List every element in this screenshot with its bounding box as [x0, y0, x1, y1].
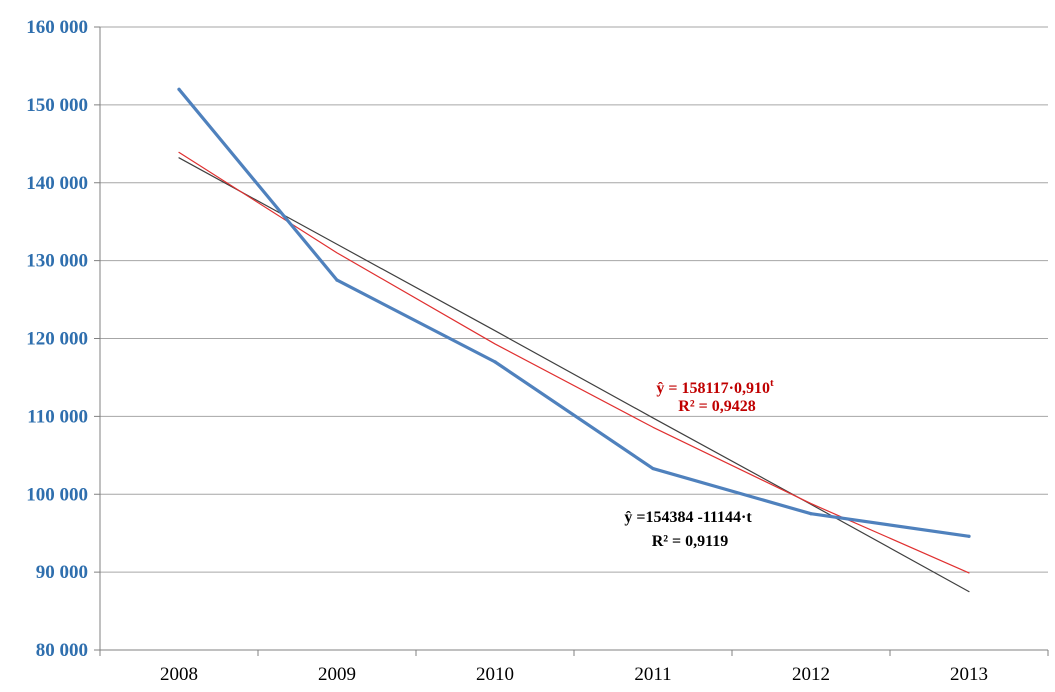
- y-tick-label: 150 000: [26, 95, 88, 116]
- y-tick-label: 80 000: [36, 640, 88, 661]
- exponential-trend-annotation: ŷ = 158117·0,910t R² = 0,9428: [656, 373, 777, 415]
- data-point: [967, 534, 971, 538]
- y-tick-label: 110 000: [27, 406, 88, 427]
- y-tick-label: 100 000: [26, 484, 88, 505]
- y-tick-label: 160 000: [26, 17, 88, 38]
- data-point: [809, 512, 813, 516]
- data-point: [493, 360, 497, 364]
- tick-labels: 80 000 90 000 100 000 110 000 120 000 130 000…: [26, 17, 988, 685]
- data-point: [651, 466, 655, 471]
- exponential-trend-exponent: t: [770, 377, 774, 389]
- exponential-trend-equation: ŷ = 158117·0,910: [656, 380, 770, 397]
- data-point: [177, 87, 181, 91]
- series-lines: [177, 87, 971, 593]
- data-point: [335, 278, 339, 282]
- linear-trend-line: [178, 157, 970, 593]
- exponential-trend-line: [178, 151, 970, 574]
- gridlines: [100, 26, 1048, 573]
- x-tick-label: 2010: [476, 664, 514, 685]
- data-points: [177, 87, 971, 538]
- y-tick-label: 140 000: [26, 173, 88, 194]
- y-tick-label: 130 000: [26, 251, 88, 272]
- x-tick-label: 2008: [160, 664, 198, 685]
- data-series-line: [177, 87, 971, 538]
- exponential-trend-r2: R² = 0,9428: [678, 398, 755, 415]
- x-tick-label: 2013: [950, 664, 988, 685]
- y-tick-label: 90 000: [36, 562, 88, 583]
- x-tick-label: 2012: [792, 664, 830, 685]
- linear-trend-equation: ŷ =154384 -11144·t: [624, 509, 752, 526]
- linear-trend-annotation: ŷ =154384 -11144·t R² = 0,9119: [624, 509, 755, 550]
- y-tick-label: 120 000: [26, 329, 88, 350]
- axes: [94, 26, 1049, 656]
- x-tick-label: 2009: [318, 664, 356, 685]
- x-tick-label: 2011: [634, 664, 671, 685]
- linear-trend-r2: R² = 0,9119: [652, 533, 729, 550]
